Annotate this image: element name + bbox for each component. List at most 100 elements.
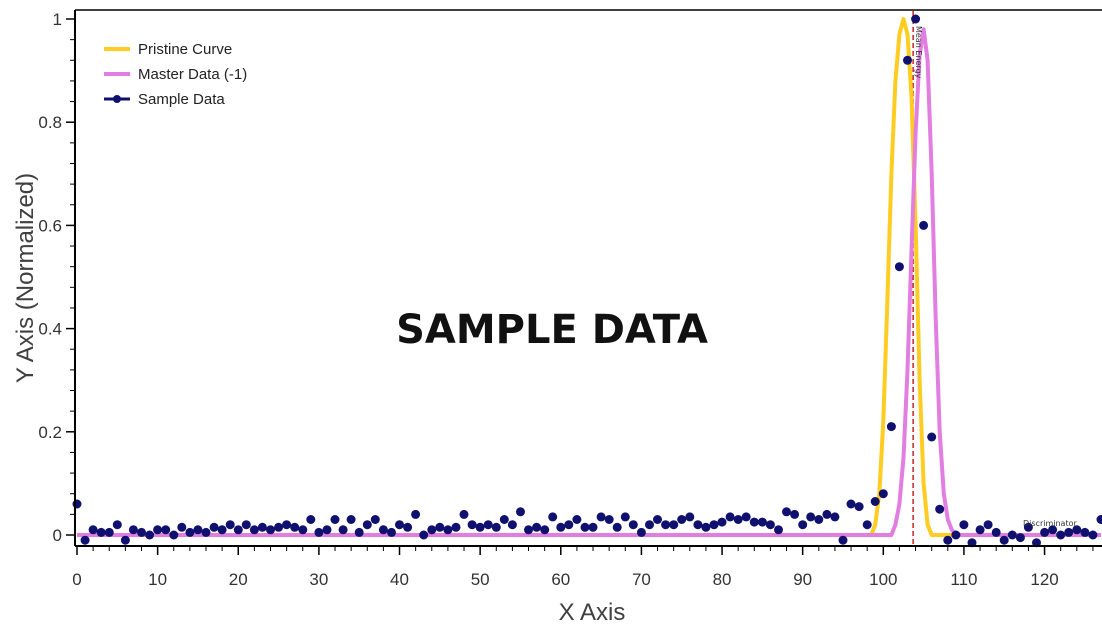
sample-data-point bbox=[411, 509, 421, 519]
sample-data-point bbox=[757, 517, 767, 527]
sample-data-point bbox=[822, 509, 832, 519]
sample-data-point bbox=[975, 525, 985, 535]
sample-data-point bbox=[201, 527, 211, 537]
sample-data-point bbox=[153, 525, 163, 535]
y-tick-label: 0 bbox=[53, 526, 62, 545]
sample-data-point bbox=[475, 522, 485, 532]
sample-data-point bbox=[427, 525, 437, 535]
sample-data-point bbox=[185, 527, 195, 537]
sample-data-point bbox=[580, 522, 590, 532]
sample-data-point bbox=[709, 520, 719, 530]
sample-data-point bbox=[128, 525, 138, 535]
sample-data-point bbox=[1015, 533, 1025, 543]
sample-data-point bbox=[620, 512, 630, 522]
y-tick-label: 0.2 bbox=[38, 423, 62, 442]
sample-data-point bbox=[137, 527, 146, 537]
sample-data-point bbox=[604, 515, 614, 524]
sample-data-point bbox=[798, 520, 808, 530]
sample-data-point bbox=[741, 512, 751, 522]
sample-data-point bbox=[467, 520, 477, 530]
sample-data-point bbox=[370, 515, 380, 524]
x-tick-label: 0 bbox=[72, 570, 81, 589]
sample-data-point bbox=[257, 522, 267, 532]
y-tick-label: 0.6 bbox=[38, 216, 62, 235]
sample-data-point bbox=[403, 522, 413, 532]
sample-data-point bbox=[612, 522, 622, 532]
sample-data-point bbox=[765, 520, 775, 530]
sample-data-point bbox=[870, 497, 880, 506]
sample-data-point bbox=[96, 527, 106, 537]
sample-data-point bbox=[330, 515, 340, 524]
sample-data-point bbox=[435, 522, 445, 532]
sample-data-point bbox=[1064, 527, 1074, 537]
sample-data-point bbox=[161, 525, 171, 535]
sample-data-point bbox=[266, 525, 275, 535]
sample-data-point bbox=[217, 525, 227, 535]
sample-data-point bbox=[749, 517, 759, 527]
y-tick-label: 0.4 bbox=[38, 320, 62, 339]
sample-data-point bbox=[540, 525, 550, 535]
sample-data-point bbox=[1096, 515, 1102, 524]
x-tick-label: 120 bbox=[1030, 570, 1058, 589]
sample-data-point bbox=[645, 520, 654, 530]
sample-data-point bbox=[911, 14, 921, 24]
sample-data-point bbox=[725, 512, 735, 522]
sample-data-point bbox=[790, 509, 800, 519]
sample-data-points bbox=[72, 14, 1102, 548]
plot-area: Mean Energy Discriminator bbox=[72, 11, 1102, 548]
sample-data-point bbox=[104, 527, 114, 537]
x-tick-label: 80 bbox=[713, 570, 732, 589]
sample-data-point bbox=[1080, 527, 1090, 537]
sample-data-point bbox=[733, 515, 743, 524]
master-data-line bbox=[77, 27, 1101, 537]
sample-data-point bbox=[572, 515, 582, 524]
sample-data-point bbox=[653, 515, 662, 524]
x-tick-label: 10 bbox=[148, 570, 167, 589]
sample-data-point bbox=[886, 422, 896, 432]
sample-data-point bbox=[935, 504, 945, 514]
sample-data-point bbox=[806, 512, 816, 522]
sample-data-point bbox=[701, 522, 711, 532]
x-axis-title: X Axis bbox=[559, 599, 626, 626]
axes bbox=[74, 9, 1102, 547]
sample-data-point bbox=[346, 515, 356, 524]
sample-data-point bbox=[443, 525, 453, 535]
sample-data-point bbox=[483, 520, 493, 530]
sample-data-point bbox=[306, 515, 316, 524]
sample-data-point bbox=[290, 522, 300, 532]
sample-data-point bbox=[556, 522, 566, 532]
x-axis-ticks: 0 10 20 30 40 50 60 70 80 90 100 110 120 bbox=[72, 546, 1094, 589]
x-tick-label: 40 bbox=[390, 570, 409, 589]
sample-data-point bbox=[120, 535, 130, 545]
sample-data-point bbox=[225, 520, 235, 530]
x-tick-label: 90 bbox=[793, 570, 812, 589]
sample-data-point bbox=[854, 502, 864, 512]
sample-data-point bbox=[862, 520, 872, 530]
sample-data-point bbox=[1056, 530, 1066, 540]
sample-data-point bbox=[282, 520, 292, 530]
sample-data-point bbox=[1023, 522, 1033, 532]
sample-data-point bbox=[459, 509, 469, 519]
legend-label-master: Master Data (-1) bbox=[138, 66, 247, 83]
sample-data-point bbox=[507, 520, 517, 530]
sample-data-point bbox=[548, 512, 558, 522]
sample-data-point bbox=[516, 507, 525, 517]
sample-data-point bbox=[209, 522, 219, 532]
sample-data-point bbox=[1072, 525, 1082, 535]
sample-data-point bbox=[491, 522, 501, 532]
sample-data-point bbox=[959, 520, 969, 530]
legend: Pristine Curve Master Data (-1) Sample D… bbox=[104, 41, 247, 108]
sample-data-point bbox=[274, 522, 284, 532]
sample-data-point bbox=[1032, 538, 1041, 548]
sample-data-point bbox=[999, 535, 1009, 545]
sample-data-point bbox=[249, 525, 259, 535]
sample-data-point bbox=[1048, 525, 1058, 535]
mean-energy-annotation: Mean Energy bbox=[914, 26, 923, 79]
sample-data-point bbox=[387, 527, 396, 537]
y-tick-label: 1 bbox=[53, 10, 62, 29]
sample-data-point bbox=[322, 525, 332, 535]
sample-data-point bbox=[451, 522, 461, 532]
y-axis-ticks: 0 0.2 0.4 0.6 0.8 1 bbox=[38, 10, 75, 545]
pristine-curve-line bbox=[77, 17, 1101, 537]
x-tick-label: 20 bbox=[229, 570, 248, 589]
